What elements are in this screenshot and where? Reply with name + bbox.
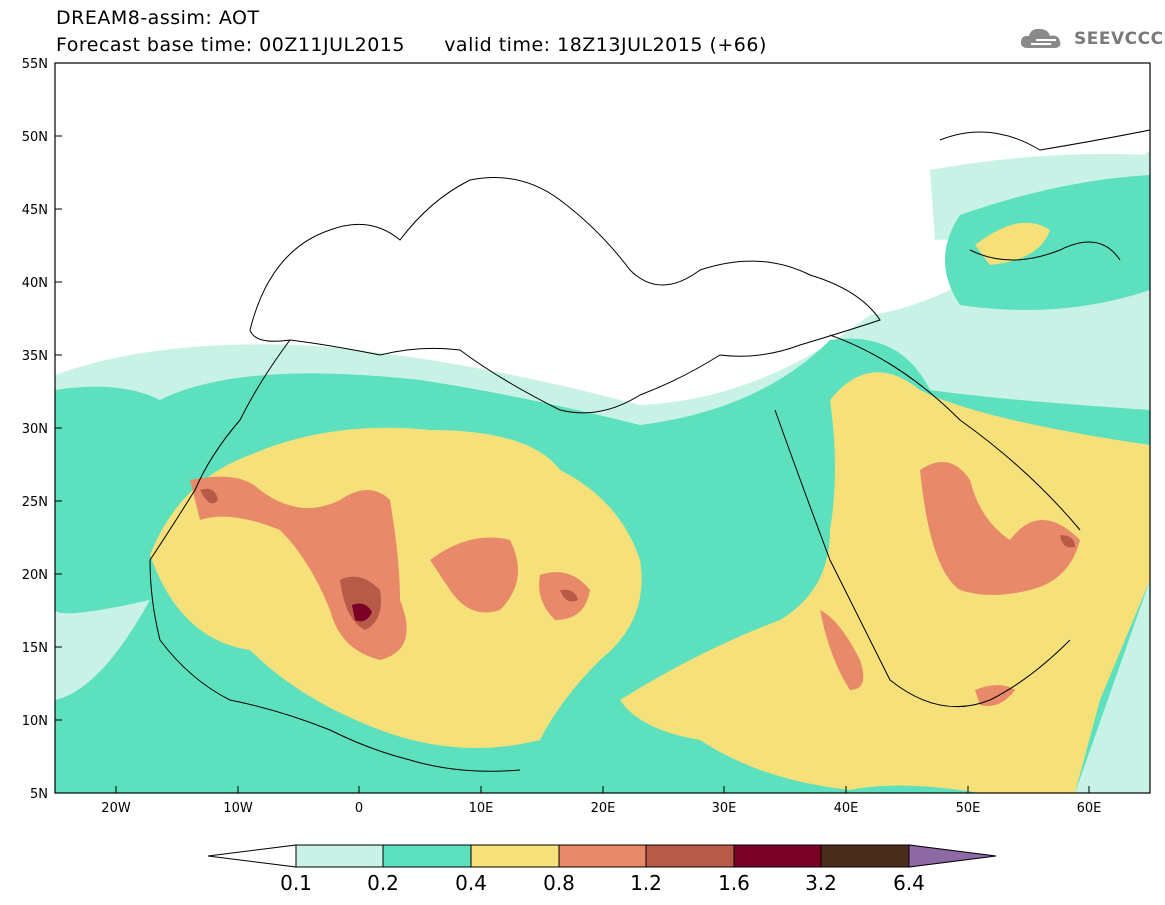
lat-label-35n: 35N	[22, 349, 48, 364]
lon-label-30e: 30E	[712, 801, 737, 816]
colorbar-label-0-1: 0.1	[280, 871, 312, 895]
colorbar-segment-2	[382, 844, 472, 868]
colorbar: 0.1 0.2 0.4 0.8 1.2 1.6 3.2 6.4	[207, 844, 997, 895]
lat-label-10n: 10N	[22, 714, 48, 729]
latitude-axis: 55N 50N 45N 40N 35N 30N 25N 20N 15N 10N …	[22, 57, 62, 802]
lat-label-40n: 40N	[22, 276, 48, 291]
longitude-axis: 20W 10W 0 10E 20E 30E 40E 50E 60E	[101, 786, 1101, 816]
lat-label-25n: 25N	[22, 495, 48, 510]
lon-label-20e: 20E	[591, 801, 616, 816]
lat-label-20n: 20N	[22, 568, 48, 583]
forecast-time-info: Forecast base time: 00Z11JUL2015 valid t…	[56, 34, 767, 56]
lon-label-40e: 40E	[834, 801, 859, 816]
lon-label-10e: 10E	[469, 801, 494, 816]
aot-field	[55, 63, 1150, 793]
map-title: DREAM8-assim: AOT	[56, 7, 260, 29]
colorbar-label-0-2: 0.2	[367, 871, 399, 895]
colorbar-label-0-4: 0.4	[455, 871, 487, 895]
colorbar-segment-below	[207, 844, 297, 868]
lat-label-55n: 55N	[22, 57, 48, 72]
colorbar-label-0-8: 0.8	[543, 871, 575, 895]
lat-label-15n: 15N	[22, 641, 48, 656]
lon-label-50e: 50E	[956, 801, 981, 816]
lon-label-60e: 60E	[1077, 801, 1102, 816]
colorbar-label-3-2: 3.2	[805, 871, 837, 895]
colorbar-segment-3	[470, 844, 560, 868]
colorbar-segment-1	[295, 844, 384, 868]
lat-label-5n: 5N	[30, 787, 48, 802]
colorbar-segment-7	[820, 844, 910, 868]
cloud-icon	[1020, 28, 1061, 48]
lat-label-30n: 30N	[22, 422, 48, 437]
lat-label-45n: 45N	[22, 203, 48, 218]
lat-label-50n: 50N	[22, 130, 48, 145]
colorbar-label-1-2: 1.2	[630, 871, 662, 895]
logo-text: SEEVCCC	[1074, 29, 1164, 49]
lon-label-0: 0	[355, 801, 363, 816]
colorbar-label-1-6: 1.6	[718, 871, 750, 895]
seevccc-logo: SEEVCCC	[1018, 24, 1164, 54]
lon-label-10w: 10W	[223, 801, 253, 816]
colorbar-label-6-4: 6.4	[893, 871, 925, 895]
lon-label-20w: 20W	[101, 801, 131, 816]
colorbar-segment-above	[908, 844, 997, 868]
colorbar-segment-6	[733, 844, 822, 868]
colorbar-segment-4	[558, 844, 647, 868]
coastlines	[149, 129, 1150, 772]
colorbar-segment-5	[645, 844, 735, 868]
